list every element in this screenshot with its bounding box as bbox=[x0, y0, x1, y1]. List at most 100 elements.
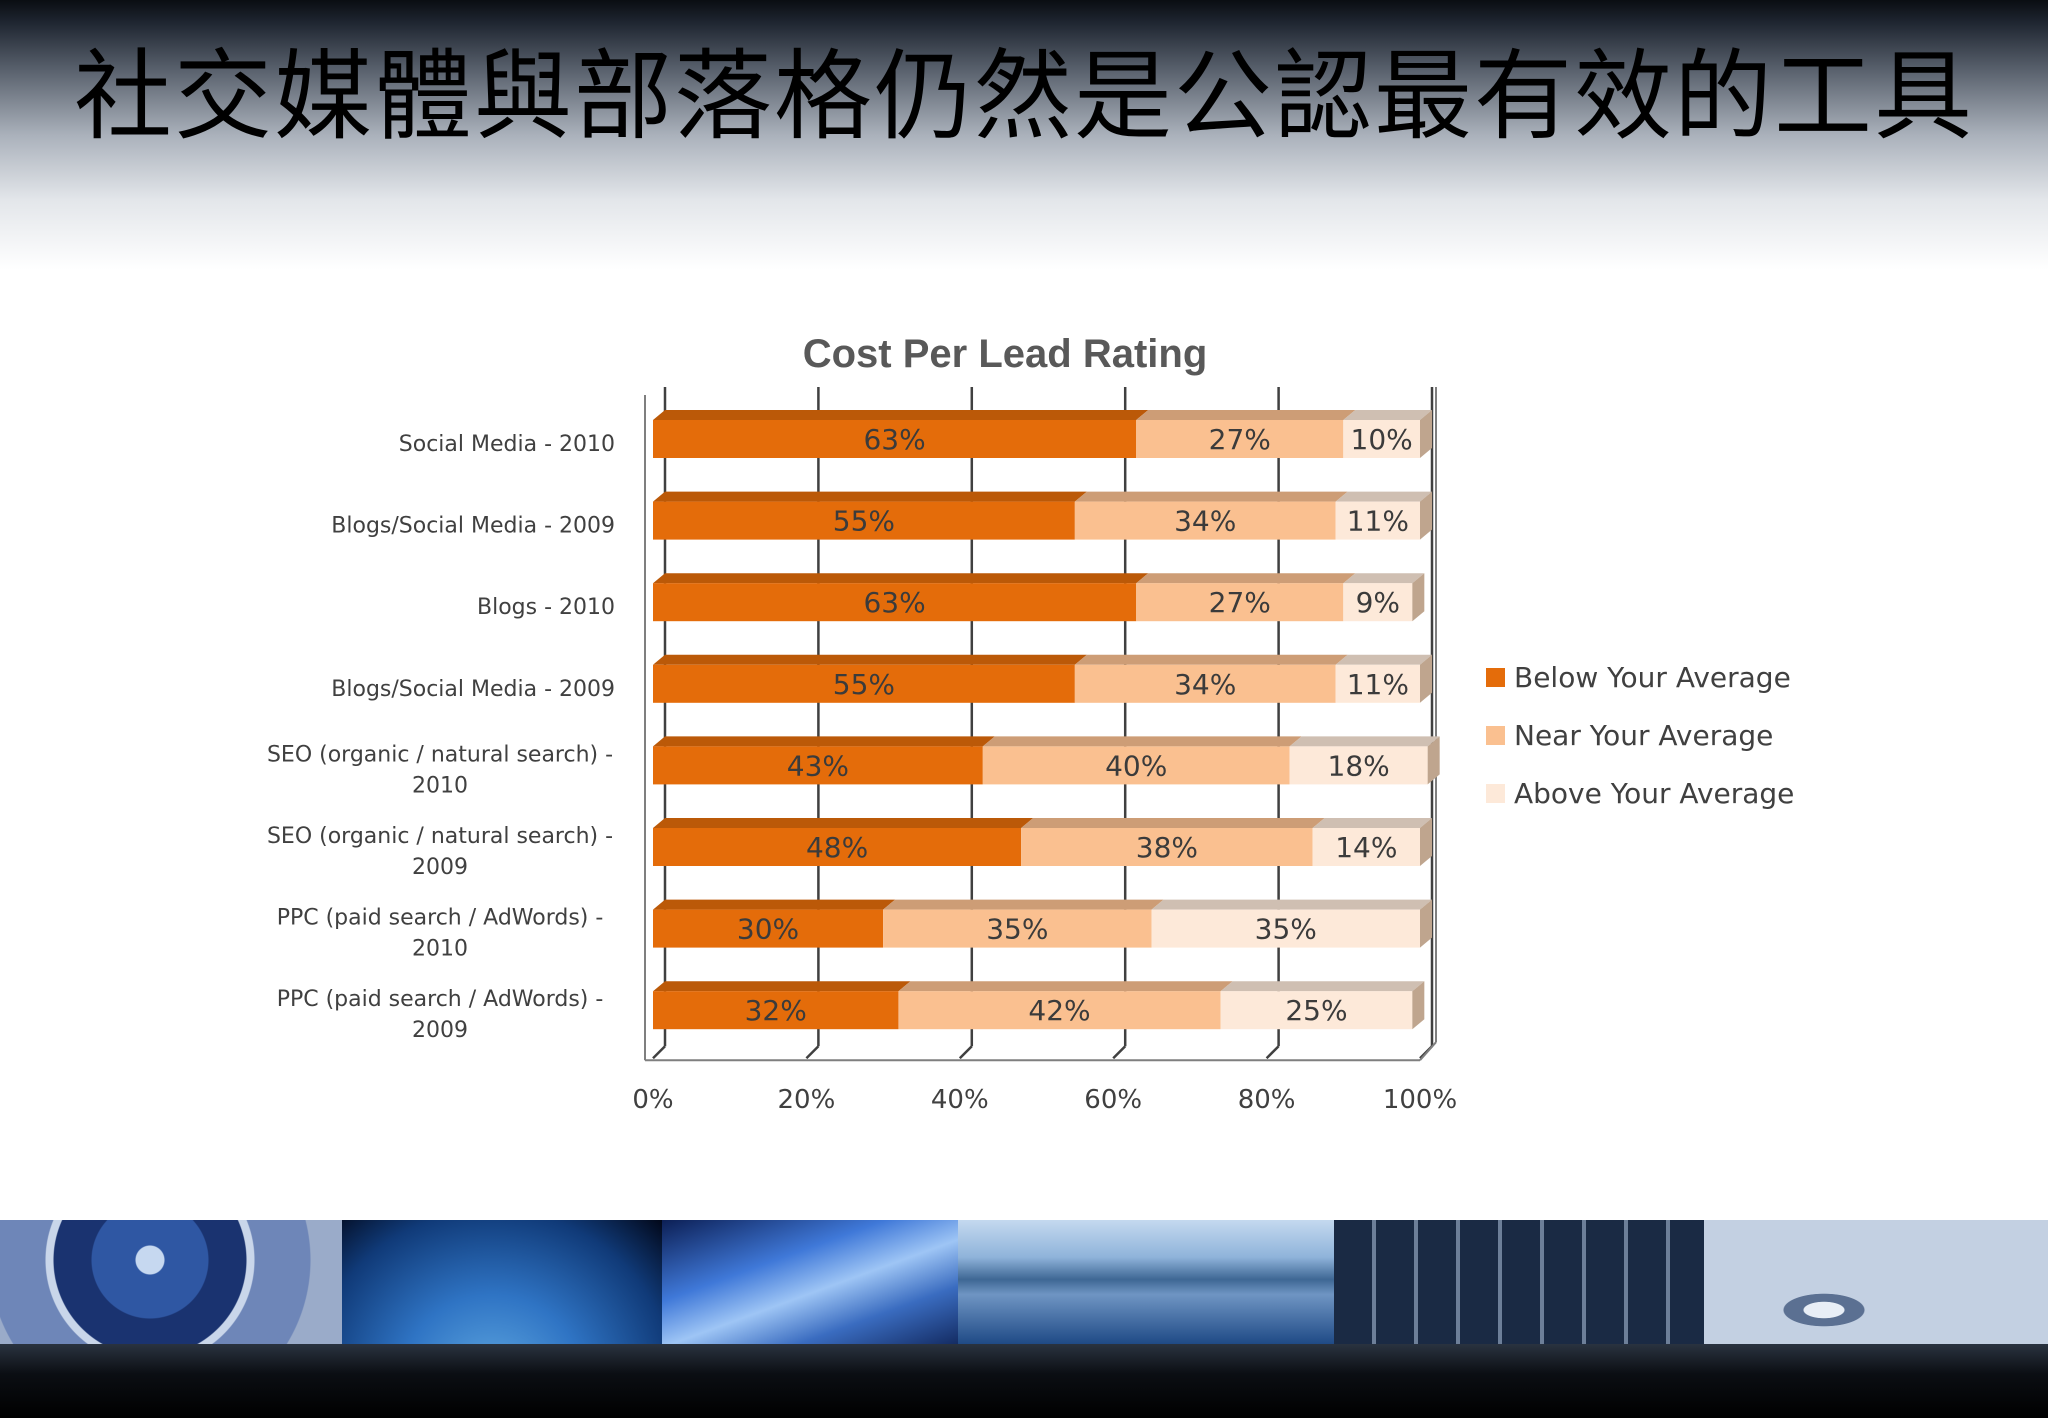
chart-title: Cost Per Lead Rating bbox=[803, 332, 1208, 376]
category-label-line: 2009 bbox=[412, 855, 468, 880]
category-labels: Social Media - 2010 Blogs/Social Media - … bbox=[267, 432, 615, 1043]
bar-segment bbox=[1074, 501, 1336, 540]
compass-photo bbox=[0, 1220, 342, 1344]
data-label: 27% bbox=[1209, 586, 1271, 619]
data-label: 55% bbox=[833, 668, 895, 701]
bar-segment bbox=[982, 746, 1290, 785]
bar-top bbox=[982, 736, 1302, 747]
bar-top bbox=[653, 491, 1087, 502]
bar-top bbox=[653, 818, 1034, 828]
data-label: 63% bbox=[863, 586, 925, 619]
legend-label: Below Your Average bbox=[1514, 661, 1791, 694]
bar-top bbox=[1220, 981, 1425, 992]
x-tick-label: 20% bbox=[778, 1085, 836, 1115]
floor-gridline bbox=[805, 1045, 820, 1060]
bar-segment bbox=[653, 420, 1137, 458]
data-label: 18% bbox=[1328, 749, 1390, 782]
bar-side bbox=[1420, 818, 1432, 866]
bar-segment bbox=[653, 664, 1075, 703]
monitor-photo bbox=[662, 1220, 958, 1344]
bar-segment bbox=[1335, 664, 1420, 703]
bar-side bbox=[1420, 410, 1432, 458]
legend-swatch bbox=[1486, 784, 1505, 803]
data-label: 43% bbox=[787, 749, 849, 782]
bar-segment bbox=[1220, 991, 1413, 1030]
bar-segment bbox=[1343, 420, 1420, 458]
category-label-line: 2010 bbox=[412, 773, 468, 798]
bar-segment bbox=[653, 991, 899, 1030]
data-label: 34% bbox=[1174, 668, 1236, 701]
bar-top bbox=[653, 410, 1149, 420]
bar-segment bbox=[1343, 583, 1413, 622]
bar-segment bbox=[1136, 420, 1344, 458]
x-tick-label: 40% bbox=[931, 1085, 989, 1115]
floor-gridline bbox=[1112, 1045, 1127, 1060]
photo-strip bbox=[0, 1220, 2048, 1344]
bar-segment bbox=[653, 583, 1137, 622]
data-label: 55% bbox=[833, 505, 895, 538]
category-label: Blogs/Social Media - 2009 bbox=[331, 677, 615, 702]
bar-top bbox=[1136, 410, 1356, 420]
legend: Below Your Average Near Your Average Above… bbox=[1486, 661, 1794, 810]
category-label: Blogs - 2010 bbox=[477, 595, 615, 620]
data-label: 9% bbox=[1356, 586, 1400, 619]
bar-segment bbox=[1335, 501, 1420, 540]
bar-top bbox=[1136, 573, 1356, 584]
data-label: 25% bbox=[1285, 994, 1347, 1027]
data-label: 14% bbox=[1335, 831, 1397, 864]
floor-gridline bbox=[652, 1045, 666, 1060]
category-label: SEO (organic / natural search) - 2009 bbox=[267, 824, 613, 880]
footer-bar bbox=[0, 1344, 2048, 1418]
bar-top bbox=[1021, 818, 1325, 828]
data-label: 32% bbox=[745, 994, 807, 1027]
bar-segment bbox=[1074, 664, 1336, 703]
data-label: 38% bbox=[1136, 831, 1198, 864]
bar-top bbox=[1312, 818, 1432, 828]
legend-label: Near Your Average bbox=[1514, 719, 1773, 752]
bar-top bbox=[653, 654, 1087, 665]
category-label-line: SEO (organic / natural search) - bbox=[267, 824, 613, 849]
data-label: 63% bbox=[863, 423, 925, 456]
category-label: PPC (paid search / AdWords) - 2010 bbox=[277, 906, 604, 962]
data-label: 48% bbox=[806, 831, 868, 864]
bar-top bbox=[1074, 491, 1348, 502]
bar-segment bbox=[653, 501, 1075, 540]
x-tick-label: 60% bbox=[1084, 1085, 1142, 1115]
bar-segment bbox=[1151, 909, 1420, 948]
bar-segment bbox=[898, 991, 1221, 1030]
data-label: 42% bbox=[1028, 994, 1090, 1027]
bar-top bbox=[653, 736, 995, 747]
bar-segment bbox=[1289, 746, 1428, 785]
data-label: 35% bbox=[986, 913, 1048, 946]
bar-top bbox=[1343, 573, 1425, 584]
bar-segment bbox=[653, 828, 1022, 866]
data-label: 34% bbox=[1174, 505, 1236, 538]
bar-top bbox=[653, 573, 1149, 584]
category-label: SEO (organic / natural search) - 2010 bbox=[267, 742, 613, 798]
data-label: 11% bbox=[1347, 668, 1409, 701]
globe-photo bbox=[342, 1220, 662, 1344]
data-label: 11% bbox=[1347, 505, 1409, 538]
data-label: 35% bbox=[1255, 913, 1317, 946]
bar-top bbox=[1289, 736, 1440, 747]
bar-top bbox=[1151, 899, 1432, 910]
bar-segment bbox=[1312, 828, 1420, 866]
x-tick-label: 0% bbox=[632, 1085, 673, 1115]
floor-gridline bbox=[1265, 1045, 1280, 1060]
bar-top bbox=[653, 981, 911, 992]
chart-floor bbox=[644, 387, 1437, 1062]
bar-side bbox=[1412, 573, 1425, 622]
bar-side bbox=[1412, 981, 1425, 1030]
bar-top bbox=[1335, 654, 1432, 665]
x-axis-ticks: 0% 20% 40% 60% 80% 100% bbox=[632, 1085, 1457, 1115]
data-label: 40% bbox=[1105, 749, 1167, 782]
category-label-line: 2010 bbox=[412, 937, 468, 962]
x-tick-label: 80% bbox=[1238, 1085, 1296, 1115]
bar-side bbox=[1420, 899, 1432, 948]
data-label: 30% bbox=[737, 913, 799, 946]
legend-swatch bbox=[1486, 668, 1505, 687]
bar-side bbox=[1420, 491, 1432, 540]
category-label-line: PPC (paid search / AdWords) - bbox=[277, 987, 604, 1012]
category-label-line: SEO (organic / natural search) - bbox=[267, 742, 613, 767]
